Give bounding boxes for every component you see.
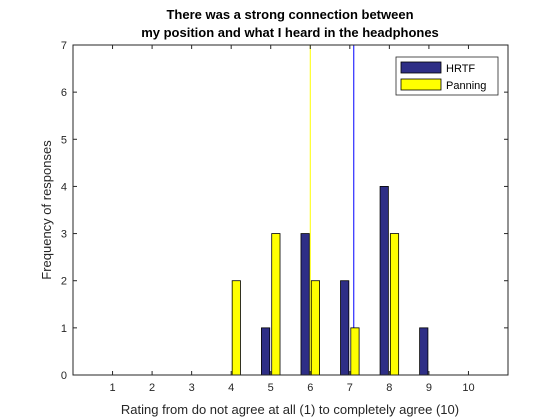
y-axis-label: Frequency of responses — [39, 140, 54, 280]
y-tick-label: 0 — [61, 370, 67, 382]
y-tick-label: 5 — [61, 134, 67, 146]
y-tick-label: 6 — [61, 87, 67, 99]
y-tick-label: 3 — [61, 229, 67, 241]
x-tick-label: 6 — [307, 382, 313, 394]
bar-panning-5 — [271, 233, 281, 376]
chart-title-line-1: There was a strong connection between — [166, 7, 413, 22]
legend: HRTF Panning — [395, 56, 499, 96]
y-tick-label: 2 — [61, 276, 67, 288]
legend-label-panning: Panning — [446, 80, 486, 92]
x-tick-label: 1 — [109, 382, 115, 394]
y-tick-label: 1 — [61, 323, 67, 335]
x-tick-label: 9 — [426, 382, 432, 394]
x-tick-label: 7 — [347, 382, 353, 394]
plot-frame — [72, 44, 509, 376]
bar-hrtf-9 — [419, 327, 429, 376]
y-tick-label: 4 — [61, 181, 67, 193]
legend-swatch-hrtf — [400, 61, 442, 74]
x-tick-label: 10 — [462, 382, 474, 394]
legend-swatch-panning — [400, 78, 442, 91]
x-tick-label: 3 — [189, 382, 195, 394]
bar-panning-8 — [389, 233, 400, 376]
bar-hrtf-8 — [379, 186, 389, 376]
bar-panning-4 — [231, 280, 241, 376]
x-axis: 1 2 3 4 5 6 7 8 9 10 — [109, 45, 475, 394]
bar-panning-7 — [350, 327, 360, 376]
bar-hrtf-6 — [300, 233, 310, 376]
y-tick-label: 7 — [61, 40, 67, 52]
plot-area — [73, 45, 508, 375]
bar-hrtf-7 — [340, 280, 350, 376]
bar-hrtf-5 — [261, 327, 271, 376]
x-tick-label: 4 — [228, 382, 234, 394]
x-tick-label: 5 — [268, 382, 274, 394]
y-axis: 0 1 2 3 4 5 6 7 — [61, 40, 508, 382]
chart-title-line-2: my position and what I heard in the head… — [141, 25, 439, 40]
x-tick-label: 8 — [386, 382, 392, 394]
mean-lines — [309, 45, 355, 375]
x-axis-label: Rating from do not agree at all (1) to c… — [121, 402, 459, 417]
bar-panning-6 — [310, 280, 320, 376]
legend-label-hrtf: HRTF — [446, 63, 475, 75]
x-tick-label: 2 — [149, 382, 155, 394]
